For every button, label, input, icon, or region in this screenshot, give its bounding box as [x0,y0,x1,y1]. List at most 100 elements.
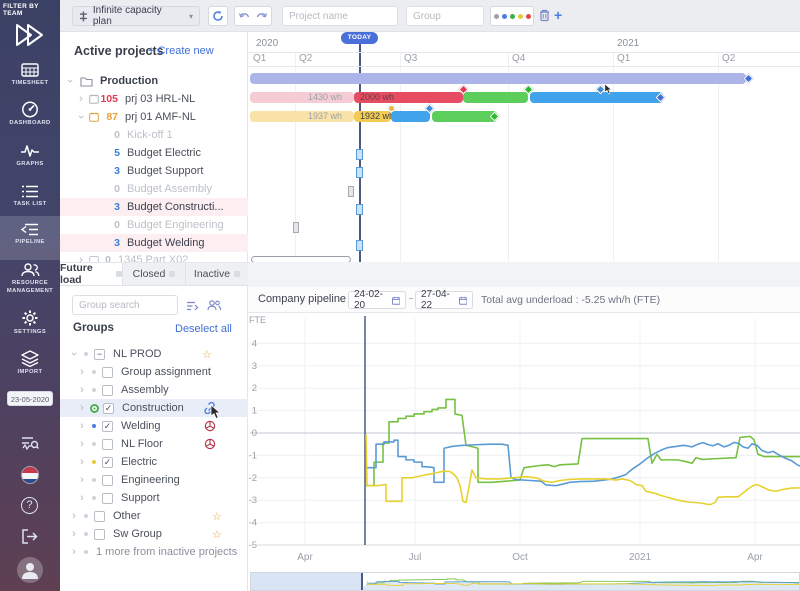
gantt-task-box[interactable] [356,167,363,178]
gantt-task-box[interactable] [348,186,354,197]
star-icon[interactable]: ☆ [212,510,222,523]
sidebar-item-import[interactable]: IMPORT [0,350,60,375]
date-from-input[interactable]: 24-02-20 [348,291,406,309]
prj01-blue-bar[interactable] [391,111,430,122]
gantt-task-box[interactable] [356,204,363,215]
sidebar-item-settings[interactable]: SETTINGS [0,309,60,335]
chevron-icon[interactable]: › [78,366,86,378]
prj03-past-bar[interactable]: 1430 wh [250,92,354,103]
tab-closed[interactable]: Closed [123,263,186,285]
chevron-icon[interactable]: › [70,510,78,522]
pipeline-selector-dropdown[interactable]: Company pipeline ▾ [258,293,353,305]
help-icon[interactable]: ? [21,497,38,514]
production-bar[interactable] [250,73,746,84]
chevron-icon[interactable]: › [70,528,78,540]
tab-inactive[interactable]: Inactive [186,263,248,285]
project-name-input[interactable] [282,6,398,26]
group-row[interactable]: › Support [60,489,248,507]
chevron-icon[interactable]: › [68,350,80,358]
group-input[interactable] [406,6,484,26]
sidebar-item-timesheet[interactable]: TIMESHEET [0,62,60,86]
project-row-production[interactable]: › Production [60,72,248,90]
group-row[interactable]: › Group assignment [60,363,248,381]
checkbox-empty[interactable] [102,367,113,378]
gantt-task-box[interactable] [356,149,363,160]
checkbox-empty[interactable] [102,385,113,396]
chevron-icon[interactable]: › [78,474,86,486]
sidebar-item-pipeline[interactable]: PIPELINE [0,216,60,260]
group-row-electric[interactable]: › ✓ Electric [60,453,248,471]
sidebar-item-graphs[interactable]: GRAPHS [0,143,60,167]
chevron-icon[interactable]: › [78,402,86,414]
star-icon[interactable]: ☆ [202,348,212,361]
group-people-icon[interactable] [207,298,221,316]
wheel-red-icon[interactable] [204,420,216,432]
chevron-icon[interactable]: › [78,420,86,432]
undo-icon[interactable] [239,12,250,21]
chevron-icon[interactable]: › [75,113,87,121]
project-row[interactable]: 0 Kick-off 1 [60,126,248,144]
group-search-input[interactable] [72,295,178,315]
sidebar-item-dashboard[interactable]: DASHBOARD [0,101,60,126]
current-date-badge[interactable]: 23-05-2020 [7,391,53,406]
chevron-icon[interactable]: › [78,384,86,396]
deselect-all-button[interactable]: Deselect all [175,323,232,335]
chevron-icon[interactable]: › [78,492,86,504]
group-row-nl-prod[interactable]: › − NL PROD ☆ [60,345,248,363]
language-flag-icon[interactable] [21,466,39,484]
prj03-current-bar[interactable]: 2000 wh [354,92,463,103]
prj01-current-bar[interactable]: 1932 wh [354,111,391,122]
add-icon[interactable]: + [554,7,562,23]
group-row[interactable]: › Engineering [60,471,248,489]
tab-future-load[interactable]: Future load [60,263,123,285]
plan-selector-dropdown[interactable]: Infinite capacity plan ▾ [72,6,200,26]
group-row[interactable]: › Assembly [60,381,248,399]
checkbox-empty[interactable] [94,511,105,522]
group-row-sw-group[interactable]: › Sw Group ☆ [60,525,248,543]
chevron-icon[interactable]: › [77,93,85,105]
color-dots-selector[interactable] [490,6,534,26]
trash-icon[interactable] [539,9,550,27]
app-logo-icon[interactable] [13,22,47,53]
project-row-highlighted[interactable]: 3 Budget Welding [60,234,248,252]
group-row-more-inactive[interactable]: › 1 more from inactive projects [60,543,248,561]
checkbox-empty[interactable] [94,529,105,540]
sidebar-item-task-list[interactable]: TASK LIST [0,184,60,207]
chevron-icon[interactable]: › [78,438,86,450]
gantt-task-box[interactable] [293,222,299,233]
group-row-other[interactable]: › Other ☆ [60,507,248,525]
sort-filter-icon[interactable] [186,299,199,317]
prj01-green-bar[interactable] [432,111,497,122]
project-row[interactable]: › 87 prj 01 AMF-NL [60,108,248,126]
log-search-icon[interactable] [21,435,39,456]
refresh-button[interactable] [208,6,228,26]
sidebar-item-resource-management[interactable]: RESOURCE MANAGEMENT [0,262,60,295]
checkbox-empty[interactable] [102,475,113,486]
prj01-past-bar[interactable]: 1937 wh [250,111,354,122]
create-new-button[interactable]: + Create new [148,45,214,57]
gantt-milestone-circle[interactable] [388,105,395,112]
logout-icon[interactable] [21,529,39,549]
project-row[interactable]: 3 Budget Support [60,162,248,180]
project-row[interactable]: 0 Budget Engineering [60,216,248,234]
prj03-blue-bar[interactable] [530,92,663,103]
star-icon[interactable]: ☆ [212,528,222,541]
project-row-highlighted[interactable]: 3 Budget Constructi... [60,198,248,216]
project-row[interactable]: › 105 prj 03 HRL-NL [60,90,248,108]
project-row[interactable]: 5 Budget Electric [60,144,248,162]
chevron-icon[interactable]: › [78,456,86,468]
checkbox-checked[interactable]: ✓ [102,457,113,468]
chevron-icon[interactable]: › [64,77,76,85]
redo-icon[interactable] [256,12,267,21]
chart-overview-brush[interactable] [250,572,800,591]
checkbox-indeterminate[interactable]: − [94,349,105,360]
user-avatar[interactable] [17,557,43,583]
project-row[interactable]: 0 Budget Assembly [60,180,248,198]
date-to-input[interactable]: 27-04-22 [415,291,473,309]
prj03-green-bar[interactable] [463,92,528,103]
checkbox-checked[interactable]: ✓ [103,403,114,414]
chevron-icon[interactable]: › [70,546,78,558]
wheel-red-icon[interactable] [204,438,216,450]
checkbox-checked[interactable]: ✓ [102,421,113,432]
group-row-nl-floor[interactable]: › NL Floor [60,435,248,453]
